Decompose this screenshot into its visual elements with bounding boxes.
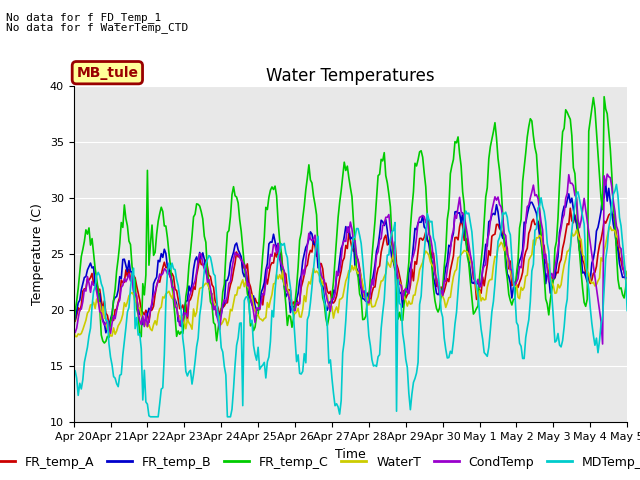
Title: Water Temperatures: Water Temperatures [266, 67, 435, 85]
X-axis label: Time: Time [335, 448, 366, 461]
Text: No data for f FD_Temp_1: No data for f FD_Temp_1 [6, 12, 162, 23]
Text: No data for f WaterTemp_CTD: No data for f WaterTemp_CTD [6, 22, 189, 33]
Text: MB_tule: MB_tule [76, 66, 138, 80]
Y-axis label: Temperature (C): Temperature (C) [31, 204, 44, 305]
Legend: FR_temp_A, FR_temp_B, FR_temp_C, WaterT, CondTemp, MDTemp_A: FR_temp_A, FR_temp_B, FR_temp_C, WaterT,… [0, 451, 640, 474]
